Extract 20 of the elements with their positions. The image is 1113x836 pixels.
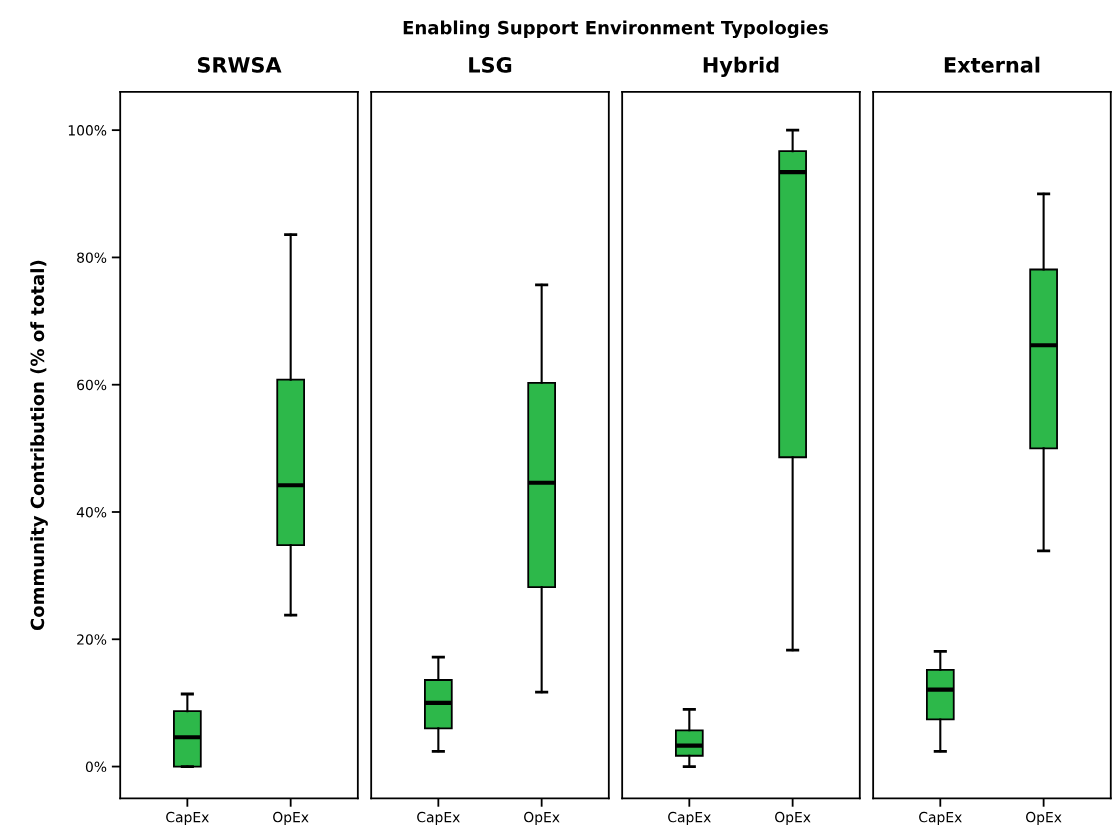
y-tick-label: 60% [77, 379, 107, 391]
x-tick-label: OpEx [1026, 811, 1062, 826]
y-tick-label: 20% [77, 634, 107, 645]
y-tick-label: 0% [85, 761, 107, 773]
x-tick-label: OpEx [775, 811, 811, 826]
x-tick-label: OpEx [524, 811, 560, 826]
text: Enabling Support Environment Typologies [403, 20, 829, 39]
chart-title: Hybrid [703, 56, 779, 78]
chart-title: External [944, 56, 1040, 73]
x-tick-label: CapEx [919, 811, 962, 826]
x-tick-label: OpEx [273, 811, 309, 826]
y-tick-label: 80% [77, 252, 107, 263]
x-tick-label: CapEx [166, 811, 209, 826]
y-tick-label: 40% [76, 506, 107, 518]
x-tick-label: CapEx [668, 811, 711, 826]
chart-title: LSG [469, 57, 512, 73]
x-tick-label: CapEx [417, 811, 460, 826]
y-tick-label: 100% [68, 125, 107, 136]
y-axis-title: Community Contribution (% of total) [30, 260, 48, 631]
chart-title: SRWSA [197, 57, 282, 73]
